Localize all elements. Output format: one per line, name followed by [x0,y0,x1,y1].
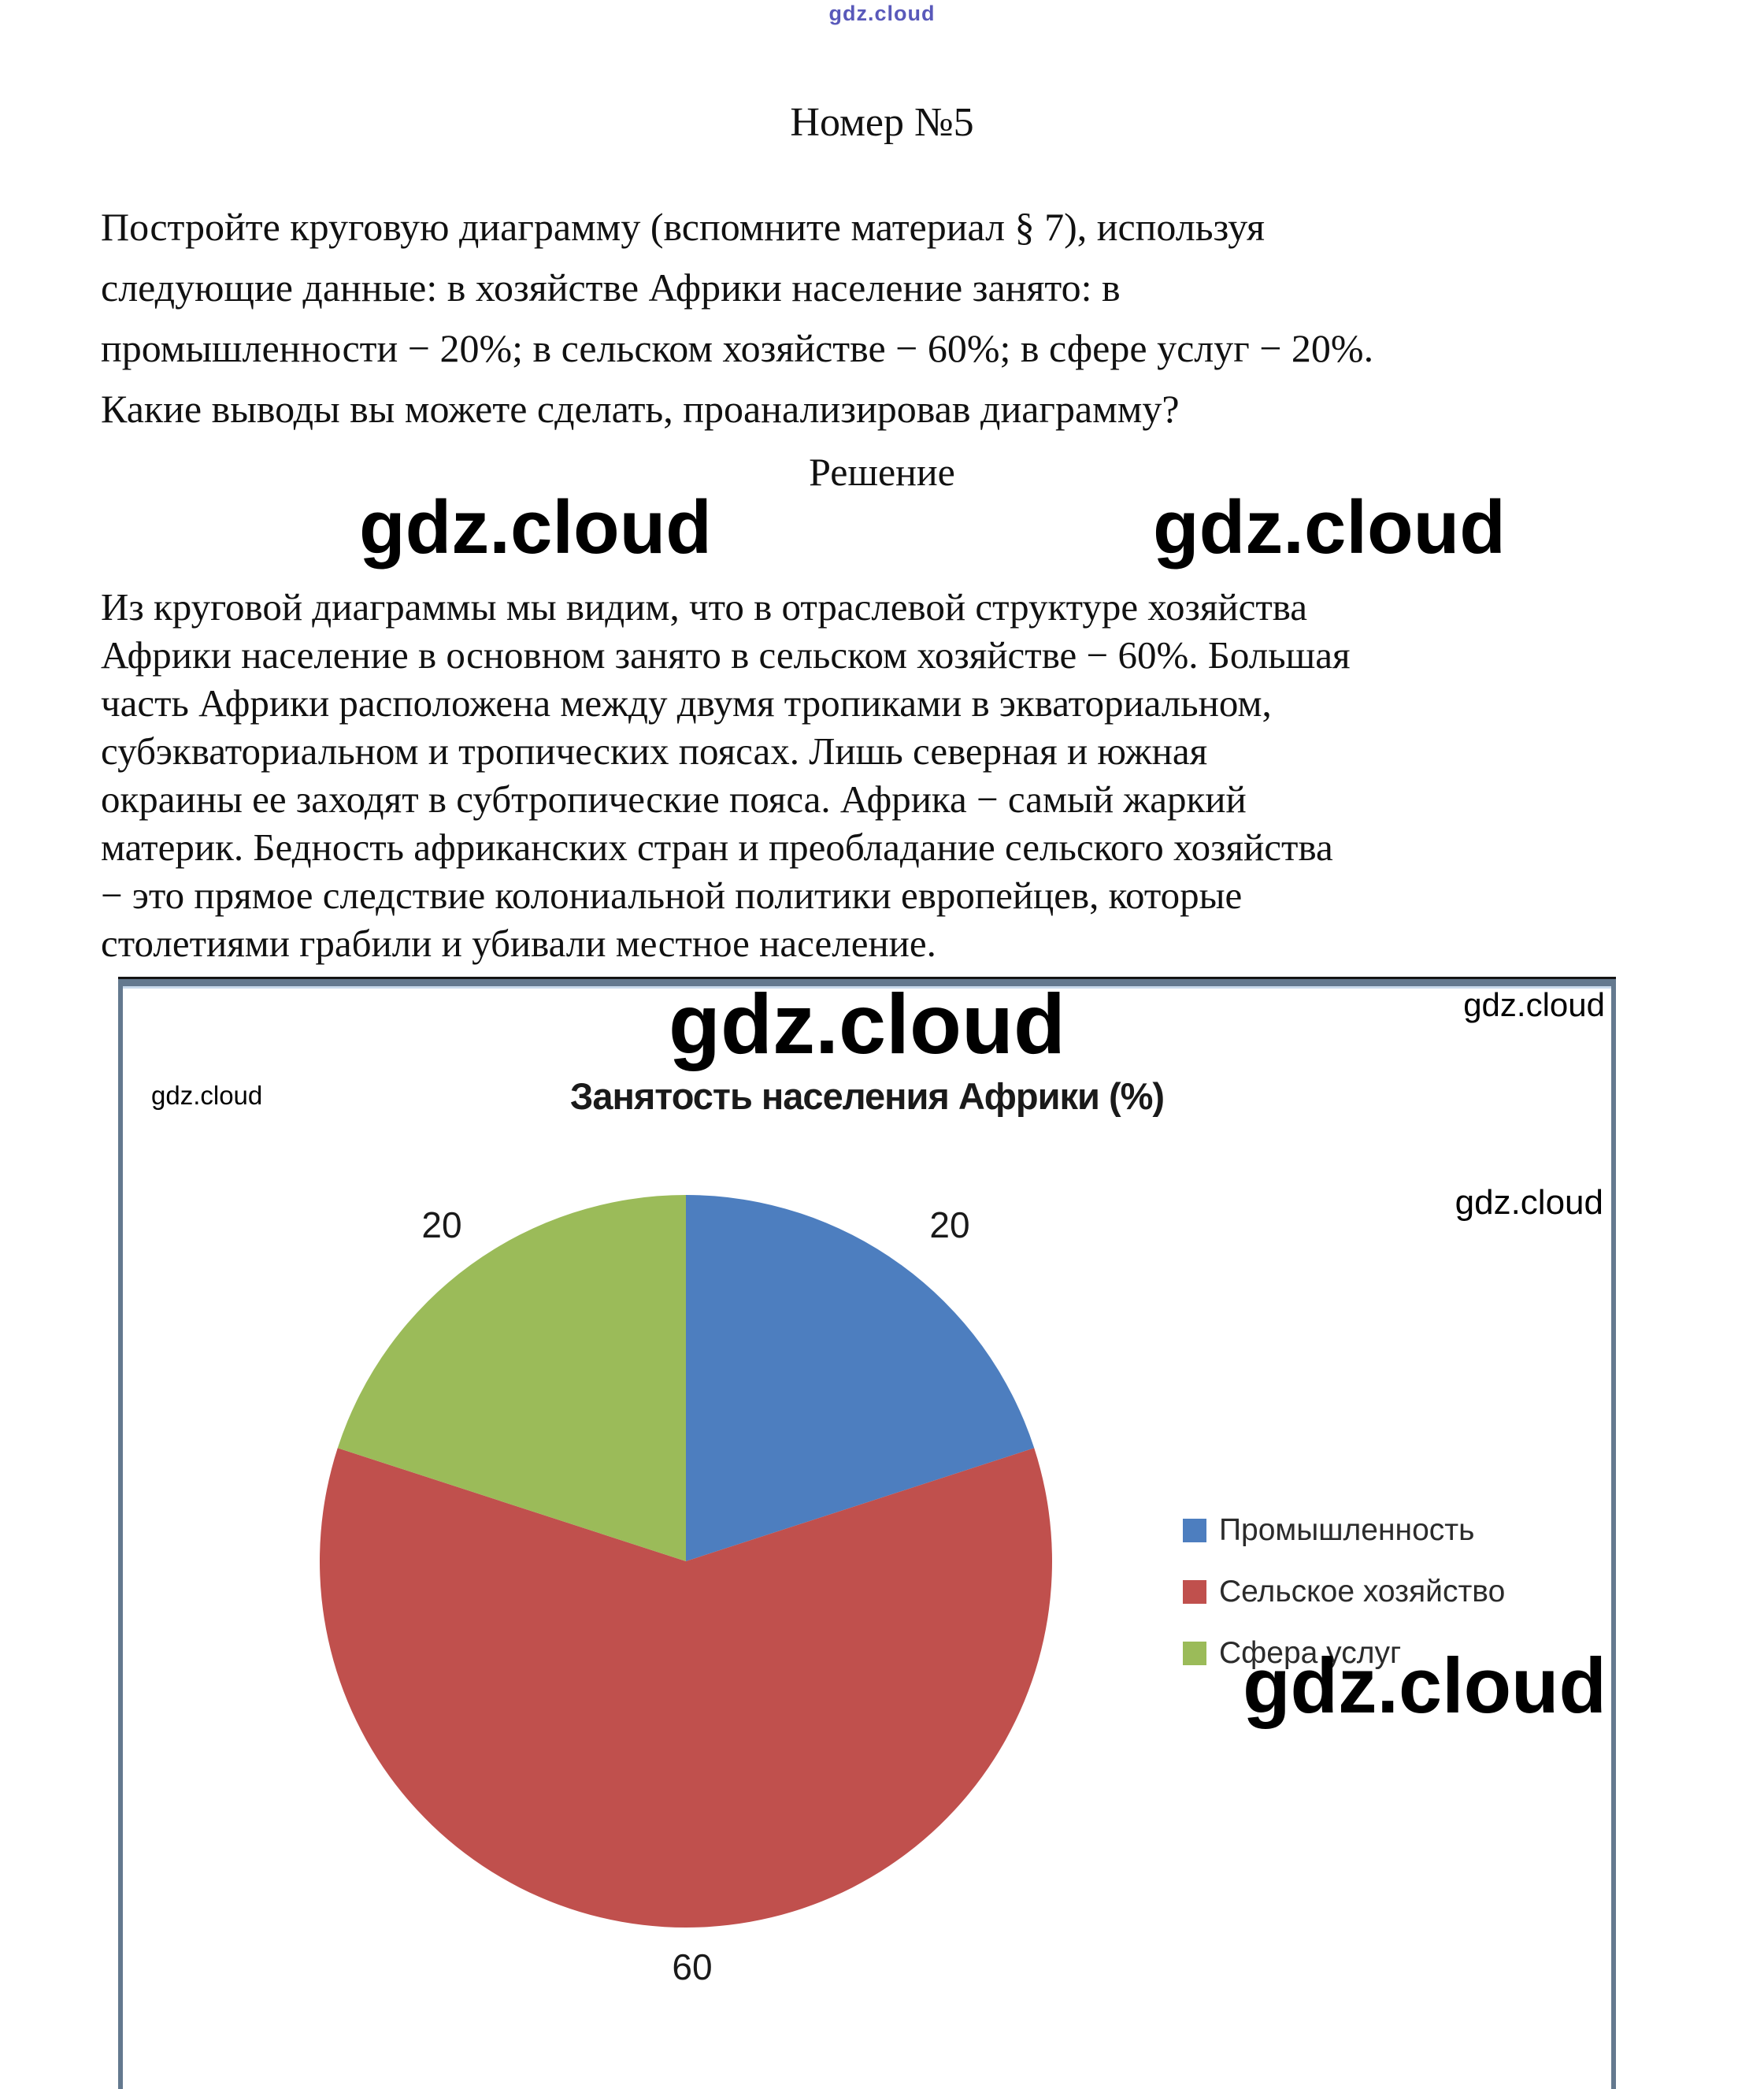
question-line: Какие выводы вы можете сделать, проанали… [101,387,1180,431]
watermark-chart-left: gdz.cloud [151,1081,263,1110]
question-line: Постройте круговую диаграмму (вспомните … [101,205,1265,249]
legend-swatch-industry [1183,1519,1206,1542]
legend-label-services: Сфера услуг [1219,1636,1402,1670]
pie-slice-1 [319,1448,1053,1928]
question-line: промышленности − 20%; в сельском хозяйст… [101,326,1374,370]
watermark-middle-left: gdz.cloud [359,485,712,570]
legend-label-industry: Промышленность [1219,1513,1475,1547]
pie-slice-0 [686,1195,1035,1561]
watermark-middle-right: gdz.cloud [1153,485,1506,570]
chart-title: Занятость населения Африки (%) [569,1075,1165,1117]
watermark-chart-top-right: gdz.cloud [1463,986,1605,1023]
legend-item-services: Сфера услуг [1183,1623,1505,1684]
question-paragraph: Постройте круговую диаграмму (вспомните … [101,197,1692,440]
legend-item-industry: Промышленность [1183,1500,1505,1561]
watermark-top: gdz.cloud [828,2,936,25]
slice-label-services: 20 [421,1204,462,1245]
pie-chart-panel: gdz.cloud gdz.cloud gdz.cloud gdz.cloud … [118,979,1616,2089]
legend-item-agriculture: Сельское хозяйство [1183,1561,1505,1623]
chart-legend: Промышленность Сельское хозяйство Сфера … [1183,1500,1505,1684]
slice-label-agriculture: 60 [672,1946,713,1987]
solution-line: материк. Бедность африканских стран и пр… [101,826,1333,869]
solution-line: Африки население в основном занято в сел… [101,633,1351,677]
solution-paragraph: Из круговой диаграммы мы видим, что в от… [101,583,1692,967]
pie-slice-2 [337,1195,686,1561]
solution-line: субэкваториальном и тропических поясах. … [101,729,1208,773]
watermark-chart-right-middle: gdz.cloud [1455,1183,1603,1222]
solution-line: Из круговой диаграммы мы видим, что в от… [101,585,1308,629]
pie-chart [319,1195,1053,1928]
watermark-chart-center: gdz.cloud [669,976,1065,1071]
watermark-chart-bottom-right: gdz.cloud [1243,1642,1606,1729]
legend-swatch-services [1183,1642,1206,1665]
slice-label-industry: 20 [929,1204,970,1245]
legend-label-agriculture: Сельское хозяйство [1219,1575,1506,1608]
page-title: Номер №5 [790,100,974,145]
solution-line: столетиями грабили и убивали местное нас… [101,922,936,965]
solution-line: окраины ее заходят в субтропические пояс… [101,777,1247,821]
solution-heading: Решение [809,450,955,494]
solution-line: часть Африки расположена между двумя тро… [101,681,1272,725]
question-line: следующие данные: в хозяйстве Африки нас… [101,265,1121,310]
legend-swatch-agriculture [1183,1580,1206,1604]
solution-line: − это прямое следствие колониальной поли… [101,874,1243,917]
